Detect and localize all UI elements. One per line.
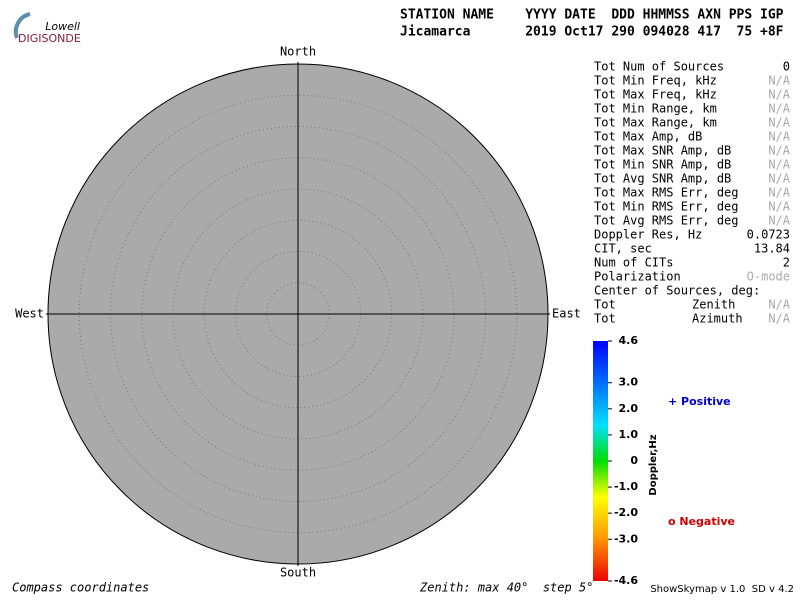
- center-label: Tot: [594, 312, 616, 326]
- colorbar-tick-label: 1.0: [619, 428, 639, 441]
- stat-label: Tot Min RMS Err, deg: [594, 200, 739, 214]
- stat-value: 2: [783, 256, 790, 270]
- footer-middle: Zenith: max 40° step 5°: [419, 581, 593, 595]
- stat-value: N/A: [768, 74, 790, 88]
- stat-label: Tot Max RMS Err, deg: [594, 186, 739, 200]
- stat-label: Tot Avg RMS Err, deg: [594, 214, 739, 228]
- footer-right: ShowSkymap v 1.0 SD v 4.2: [650, 584, 794, 595]
- stat-value: N/A: [768, 130, 790, 144]
- stat-label: Tot Max Range, km: [594, 116, 717, 130]
- center-value: N/A: [768, 312, 790, 326]
- stat-value: N/A: [768, 144, 790, 158]
- stat-value: O-mode: [747, 270, 790, 284]
- header-values: Jicamarca 2019 Oct17 290 094028 417 75 +…: [400, 25, 784, 40]
- colorbar: [593, 341, 608, 581]
- colorbar-tick-label: 2.0: [619, 402, 639, 415]
- logo-text: Lowell: [45, 20, 80, 33]
- colorbar-tick-label: 3.0: [619, 376, 639, 389]
- colorbar-label: Doppler,Hz: [648, 434, 659, 495]
- stat-value: N/A: [768, 102, 790, 116]
- stat-label: Tot Max SNR Amp, dB: [594, 144, 731, 158]
- colorbar-tick-label: -1.0: [614, 480, 638, 493]
- stat-value: N/A: [768, 200, 790, 214]
- legend-positive: + Positive: [668, 395, 731, 408]
- footer-left: Compass coordinates: [12, 581, 149, 595]
- stat-value: N/A: [768, 186, 790, 200]
- compass-label: North: [280, 45, 316, 59]
- stat-label: Polarization: [594, 270, 681, 284]
- stat-label: Tot Max Freq, kHz: [594, 88, 717, 102]
- stat-label: Tot Num of Sources: [594, 60, 724, 74]
- stat-label: Num of CITs: [594, 256, 673, 270]
- header-labels: STATION NAME YYYY DATE DDD HHMMSS AXN PP…: [400, 8, 784, 23]
- stat-value: N/A: [768, 158, 790, 172]
- compass-label: South: [280, 566, 316, 580]
- stat-value: 0.0723: [747, 228, 790, 242]
- colorbar-tick-label: 4.6: [619, 334, 639, 347]
- stat-label: Tot Min Freq, kHz: [594, 74, 717, 88]
- legend-negative: o Negative: [668, 515, 735, 528]
- stat-label: Tot Min Range, km: [594, 102, 717, 116]
- stat-label: CIT, sec: [594, 242, 652, 256]
- center-label: Tot: [594, 298, 616, 312]
- stat-value: 13.84: [754, 242, 790, 256]
- stat-value: N/A: [768, 214, 790, 228]
- colorbar-tick-label: -2.0: [614, 506, 638, 519]
- logo-arc: [13, 12, 31, 39]
- center-name: Azimuth: [692, 312, 743, 326]
- center-title: Center of Sources, deg:: [594, 284, 760, 298]
- stat-label: Doppler Res, Hz: [594, 228, 702, 242]
- stat-value: N/A: [768, 172, 790, 186]
- stat-value: N/A: [768, 116, 790, 130]
- stat-label: Tot Min SNR Amp, dB: [594, 158, 731, 172]
- center-name: Zenith: [692, 298, 735, 312]
- stat-label: Tot Max Amp, dB: [594, 130, 702, 144]
- colorbar-tick-label: -3.0: [614, 532, 638, 545]
- compass-label: West: [15, 307, 44, 321]
- stat-value: 0: [783, 60, 790, 74]
- stat-value: N/A: [768, 88, 790, 102]
- center-value: N/A: [768, 298, 790, 312]
- colorbar-tick-label: -4.6: [614, 574, 638, 587]
- compass-label: East: [552, 307, 581, 321]
- logo-text: DIGISONDE: [18, 32, 81, 45]
- colorbar-tick-label: 0: [630, 454, 638, 467]
- stat-label: Tot Avg SNR Amp, dB: [594, 172, 731, 186]
